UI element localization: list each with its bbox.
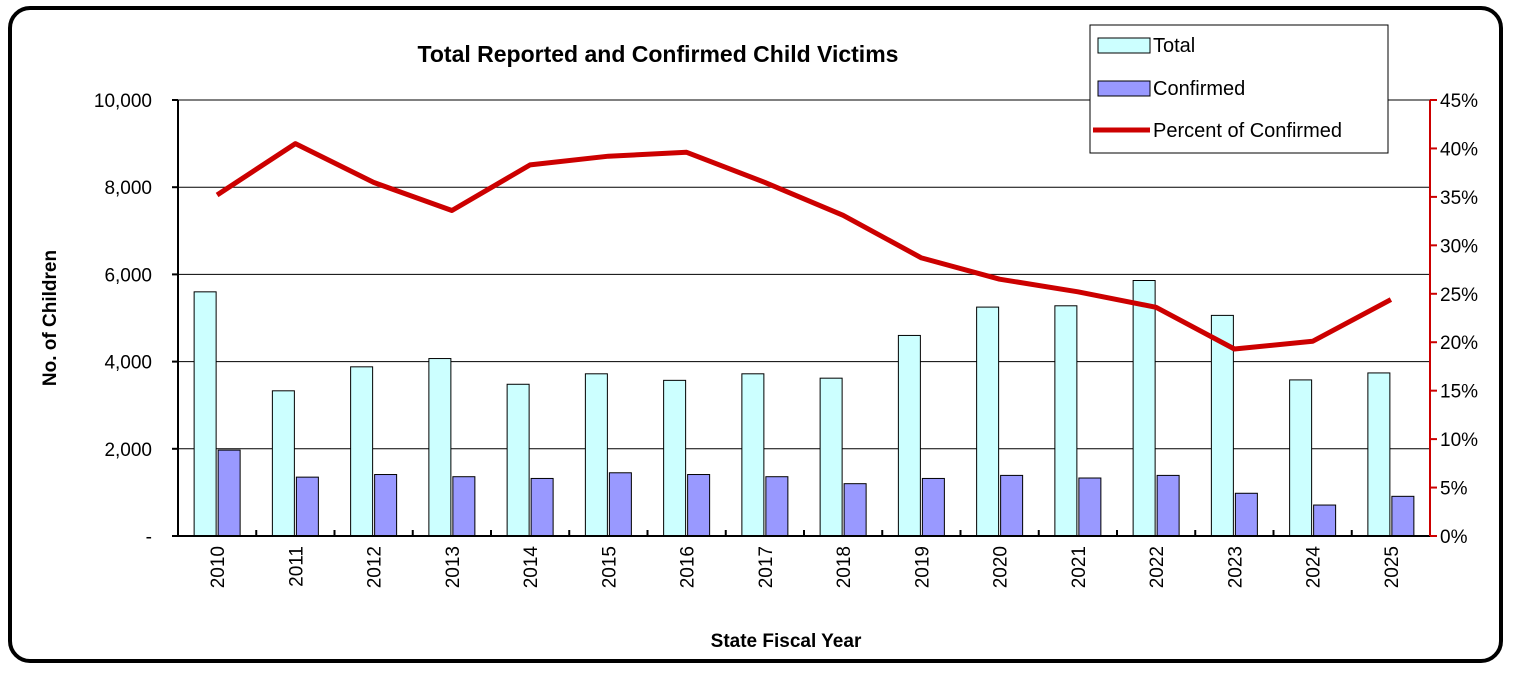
y-tick-label-right: 25% [1440,285,1478,306]
y-tick-label-right: 40% [1440,139,1478,160]
y-axis-title: No. of Children [40,250,61,386]
bar-confirmed-2011 [295,476,319,537]
bar-total-2020 [976,306,1000,537]
bar-confirmed-2010 [217,449,241,537]
x-tick-label-2014: 2014 [521,546,542,589]
y-tick-label-left: 4,000 [104,353,152,374]
y-tick-label-left: - [146,527,152,548]
x-tick-label-2015: 2015 [599,546,620,588]
x-tick-label-2021: 2021 [1069,546,1090,588]
bar-confirmed-2017 [765,476,789,537]
bar-total-2015 [584,373,608,537]
bar-total-2022 [1132,280,1156,537]
bar-confirmed-2018 [843,483,867,537]
x-tick-label-2013: 2013 [443,546,464,588]
x-tick-label-2016: 2016 [678,546,699,588]
y-tick-label-left: 6,000 [104,265,152,286]
bar-confirmed-2016 [687,474,711,537]
bar-total-2010 [193,291,217,537]
axes [172,99,1437,537]
bar-total-2011 [271,390,295,537]
bar-total-2025 [1367,372,1391,537]
x-tick-label-2011: 2011 [286,546,307,587]
x-tick-label-2023: 2023 [1225,546,1246,588]
x-tick-label-2012: 2012 [365,546,386,588]
x-tick-label-2025: 2025 [1382,546,1403,588]
legend: Total Confirmed Percent of Confirmed [1089,24,1389,154]
x-tick-label-2018: 2018 [834,546,855,588]
bars [193,280,1415,537]
bar-confirmed-2023 [1234,492,1258,537]
y-tick-label-right: 35% [1440,188,1478,209]
series-line-percent-confirmed [215,141,1393,352]
legend-label-total: Total [1153,35,1195,57]
y-tick-label-left: 10,000 [94,91,152,112]
legend-swatch-total [1097,37,1151,54]
x-tick-label-2020: 2020 [991,546,1012,588]
legend-swatch-confirmed [1097,80,1151,97]
bar-total-2017 [741,373,765,537]
y-tick-label-right: 10% [1440,430,1478,451]
tick-labels: - 2,000 4,000 6,000 8,000 10,000 2010 2011 2012 2… [94,91,1478,588]
bar-total-2012 [350,366,374,537]
bar-confirmed-2013 [452,476,476,537]
x-tick-label-2010: 2010 [208,546,229,588]
y-tick-label-right: 0% [1440,527,1468,548]
bar-total-2018 [819,377,843,537]
bar-confirmed-2022 [1156,474,1180,537]
bar-total-2021 [1054,305,1078,537]
percent-line-layer [215,141,1393,352]
chart-title: Total Reported and Confirmed Child Victi… [418,41,899,67]
x-tick-label-2017: 2017 [756,546,777,588]
y-tick-label-right: 45% [1440,91,1478,112]
y-tick-label-left: 2,000 [104,440,152,461]
x-tick-label-2019: 2019 [912,546,933,588]
bar-total-2013 [428,358,452,537]
x-axis-title: State Fiscal Year [711,631,862,652]
y-tick-label-right: 15% [1440,382,1478,403]
bar-confirmed-2014 [530,477,554,537]
bar-confirmed-2012 [374,474,398,537]
bar-confirmed-2021 [1078,477,1102,537]
legend-label-confirmed: Confirmed [1153,78,1245,100]
bar-total-2014 [506,383,530,537]
bar-confirmed-2015 [608,472,632,537]
bar-total-2024 [1289,379,1313,537]
x-tick-label-2022: 2022 [1147,546,1168,588]
bar-confirmed-2020 [1000,474,1024,537]
y-tick-label-right: 5% [1440,479,1468,500]
bar-confirmed-2025 [1391,495,1415,537]
legend-label-percent: Percent of Confirmed [1153,120,1342,142]
y-tick-label-left: 8,000 [104,178,152,199]
y-tick-label-right: 30% [1440,236,1478,257]
bar-confirmed-2024 [1313,504,1337,537]
y-tick-label-right: 20% [1440,333,1478,354]
x-tick-label-2024: 2024 [1304,546,1325,589]
bar-total-2019 [897,334,921,537]
bar-total-2016 [663,379,687,537]
bar-confirmed-2019 [921,477,945,537]
